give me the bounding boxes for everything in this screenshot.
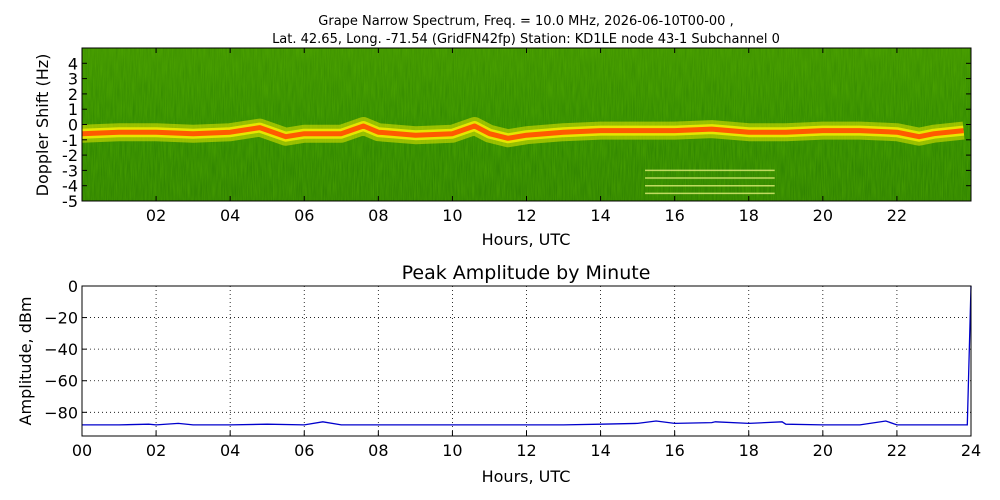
figure-title-line1: Grape Narrow Spectrum, Freq. = 10.0 MHz,… xyxy=(318,14,733,29)
amplitude-x-ticks: 00 02 04 06 08 10 12 14 16 18 20 22 24 xyxy=(72,431,981,460)
spectrogram-x-tick-label: 14 xyxy=(590,206,610,225)
amplitude-series-line xyxy=(82,285,972,426)
spectrogram-x-tick-label: 12 xyxy=(516,206,536,225)
spectrogram-x-tick-label: 20 xyxy=(813,206,833,225)
doppler-band-core xyxy=(81,123,964,141)
spectrogram-x-tick-label: 10 xyxy=(442,206,462,225)
amplitude-panel: Peak Amplitude by Minute 00 02 04 06 08 10 12 1… xyxy=(16,262,981,486)
amplitude-x-tick-label: 00 xyxy=(72,441,92,460)
amplitude-x-tick-label: 24 xyxy=(961,441,981,460)
amplitude-x-tick-label: 02 xyxy=(146,441,166,460)
amplitude-title: Peak Amplitude by Minute xyxy=(402,262,651,284)
amplitude-x-tick-label: 12 xyxy=(516,441,536,460)
amplitude-plot-area xyxy=(82,286,971,436)
amplitude-marks xyxy=(82,285,972,426)
amplitude-y-tick-label: −80 xyxy=(44,403,78,422)
spectrogram-y-tick-label: -5 xyxy=(62,192,78,211)
amplitude-x-tick-label: 10 xyxy=(442,441,462,460)
figure-title-line2: Lat. 42.65, Long. -71.54 (GridFN42fp) St… xyxy=(272,32,780,47)
spectrogram-x-tick-label: 04 xyxy=(220,206,240,225)
spectrogram-x-tick-label: 16 xyxy=(664,206,684,225)
amplitude-x-tick-label: 08 xyxy=(368,441,388,460)
spectrogram-x-tick-label: 18 xyxy=(739,206,759,225)
spectrogram-y-tick-label: -2 xyxy=(62,146,78,165)
amplitude-x-tick-label: 14 xyxy=(590,441,610,460)
amplitude-y-tick-label: −40 xyxy=(44,340,78,359)
spectrogram-x-tick-label: 08 xyxy=(368,206,388,225)
spectrogram-x-tick-label: 06 xyxy=(294,206,314,225)
spectrogram-ylabel: Doppler Shift (Hz) xyxy=(33,54,52,197)
amplitude-xlabel: Hours, UTC xyxy=(482,467,571,486)
spectrogram-x-tick-label: 02 xyxy=(146,206,166,225)
spectrogram-y-tick-label: -1 xyxy=(62,131,78,150)
amplitude-x-tick-label: 20 xyxy=(813,441,833,460)
spectrogram-y-tick-label: -3 xyxy=(62,161,78,180)
spectrogram-x-ticks: 02 04 06 08 10 12 14 16 18 20 22 xyxy=(146,48,907,225)
amplitude-x-tick-label: 18 xyxy=(739,441,759,460)
amplitude-x-tick-label: 04 xyxy=(220,441,240,460)
amplitude-ylabel: Amplitude, dBm xyxy=(16,297,35,426)
spectrogram-y-tick-label: 4 xyxy=(68,54,78,73)
spectrogram-xlabel: Hours, UTC xyxy=(482,230,571,249)
spectrogram-marks xyxy=(81,117,965,195)
spectrogram-y-tick-label: 0 xyxy=(68,116,78,135)
amplitude-x-tick-label: 16 xyxy=(664,441,684,460)
amplitude-x-tick-label: 22 xyxy=(887,441,907,460)
amplitude-x-tick-label: 06 xyxy=(294,441,314,460)
amplitude-y-tick-label: 0 xyxy=(68,277,78,296)
amplitude-y-tick-label: −20 xyxy=(44,309,78,328)
spectrogram-y-tick-label: 3 xyxy=(68,70,78,89)
spectrogram-y-tick-label: 2 xyxy=(68,85,78,104)
spectrogram-x-tick-label: 22 xyxy=(887,206,907,225)
amplitude-y-tick-label: −60 xyxy=(44,372,78,391)
amplitude-y-ticks: 0 −20 −40 −60 −80 xyxy=(44,277,87,422)
spectrogram-y-tick-label: 1 xyxy=(68,100,78,119)
spectrogram-y-tick-label: -4 xyxy=(62,177,78,196)
